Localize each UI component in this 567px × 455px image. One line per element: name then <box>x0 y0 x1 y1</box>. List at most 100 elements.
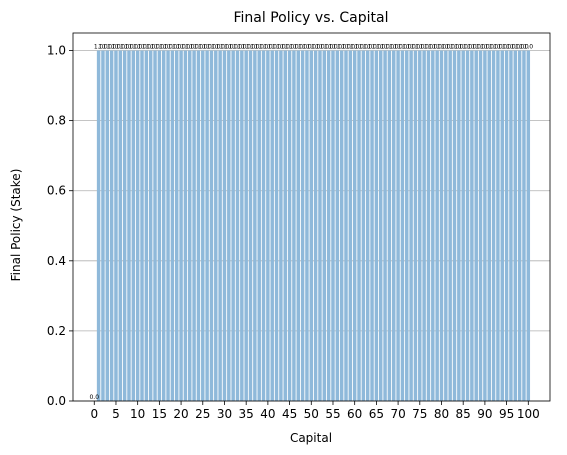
data-label-87: 1.0 <box>467 44 477 51</box>
bar-5 <box>114 50 118 402</box>
bar-22 <box>188 50 192 402</box>
bar-59 <box>348 50 353 402</box>
chart-title: Final Policy vs. Capital <box>233 10 388 26</box>
data-label-36: 1.0 <box>246 44 256 51</box>
data-label-32: 1.0 <box>228 44 238 51</box>
data-label-93: 1.0 <box>493 44 503 51</box>
bar-96 <box>509 50 513 402</box>
bar-11 <box>140 50 144 402</box>
data-label-69: 1.0 <box>389 44 399 51</box>
bar-91 <box>487 50 491 402</box>
bar-99 <box>522 50 526 402</box>
bar-58 <box>344 50 348 402</box>
data-label-53: 1.0 <box>320 44 330 51</box>
bar-77 <box>426 50 431 402</box>
x-tick-label-5: 25 <box>195 407 210 421</box>
data-label-66: 1.0 <box>376 44 386 51</box>
data-label-51: 1.0 <box>311 44 321 51</box>
data-label-47: 1.0 <box>293 44 303 51</box>
data-label-77: 1.0 <box>424 44 434 51</box>
x-tick-label-9: 45 <box>282 407 297 421</box>
data-label-84: 1.0 <box>454 44 464 51</box>
bar-51 <box>313 50 318 402</box>
data-label-86: 1.0 <box>463 44 473 51</box>
bar-70 <box>396 50 400 402</box>
data-label-46: 1.0 <box>289 44 299 51</box>
bar-41 <box>270 50 274 402</box>
bar-32 <box>231 50 235 402</box>
data-label-48: 1.0 <box>298 44 308 51</box>
bar-81 <box>444 50 448 402</box>
bar-79 <box>435 50 439 402</box>
bar-95 <box>504 50 509 402</box>
bar-80 <box>439 50 444 402</box>
data-label-11: 1.0 <box>137 44 147 51</box>
x-axis-ticks: 0 5 10 15 20 25 30 35 40 45 50 55 60 65 70 75 80 85 90 95 10… <box>90 401 540 421</box>
bar-42 <box>274 50 279 402</box>
y-tick-label-1: 0.2 <box>47 324 66 338</box>
data-label-38: 1.0 <box>254 44 264 51</box>
data-label-33: 1.0 <box>233 44 243 51</box>
bar-64 <box>370 50 374 402</box>
bar-9 <box>131 50 136 402</box>
data-label-18: 1.0 <box>168 44 178 51</box>
data-label-30: 1.0 <box>220 44 230 51</box>
data-label-13: 1.0 <box>146 44 156 51</box>
data-label-34: 1.0 <box>237 44 247 51</box>
bar-57 <box>339 50 344 402</box>
bar-28 <box>214 50 218 402</box>
x-tick-label-17: 85 <box>456 407 471 421</box>
data-label-75: 1.0 <box>415 44 425 51</box>
data-label-60: 1.0 <box>350 44 360 51</box>
bar-44 <box>283 50 287 402</box>
x-tick-label-20: 100 <box>517 407 540 421</box>
x-tick-label-4: 20 <box>173 407 188 421</box>
bar-23 <box>192 50 196 402</box>
bar-72 <box>405 50 409 402</box>
data-label-89: 1.0 <box>476 44 486 51</box>
bar-68 <box>387 50 392 402</box>
bar-8 <box>127 50 131 402</box>
data-label-100: 1.0 <box>524 44 534 51</box>
data-label-3: 1.0 <box>103 44 113 51</box>
data-label-41: 1.0 <box>267 44 277 51</box>
bar-69 <box>392 50 396 402</box>
bar-78 <box>431 50 435 402</box>
x-tick-label-18: 90 <box>477 407 492 421</box>
data-label-62: 1.0 <box>359 44 369 51</box>
bar-26 <box>205 50 209 402</box>
bar-34 <box>240 50 244 402</box>
bar-88 <box>474 50 478 402</box>
data-label-2: 1.0 <box>98 44 108 51</box>
y-axis-label: Final Policy (Stake) <box>9 169 23 282</box>
data-label-39: 1.0 <box>259 44 269 51</box>
data-label-43: 1.0 <box>276 44 286 51</box>
bar-67 <box>383 50 387 402</box>
data-label-42: 1.0 <box>272 44 282 51</box>
data-label-1: 1.0 <box>94 44 104 51</box>
data-label-98: 1.0 <box>515 44 525 51</box>
bar-10 <box>135 50 140 402</box>
data-label-35: 1.0 <box>241 44 251 51</box>
data-label-91: 1.0 <box>484 44 494 51</box>
bar-38 <box>257 50 261 402</box>
bar-29 <box>218 50 222 402</box>
data-label-45: 1.0 <box>285 44 295 51</box>
data-label-78: 1.0 <box>428 44 438 51</box>
bar-89 <box>478 50 483 402</box>
data-label-74: 1.0 <box>411 44 421 51</box>
data-label-31: 1.0 <box>224 44 234 51</box>
data-label-83: 1.0 <box>450 44 460 51</box>
data-label-29: 1.0 <box>215 44 225 51</box>
data-label-64: 1.0 <box>367 44 377 51</box>
bar-16 <box>161 50 166 402</box>
bar-50 <box>309 50 314 402</box>
x-tick-label-7: 35 <box>239 407 254 421</box>
data-label-90: 1.0 <box>480 44 490 51</box>
bar-75 <box>418 50 422 402</box>
data-label-59: 1.0 <box>346 44 356 51</box>
bar-31 <box>227 50 231 402</box>
bar-74 <box>413 50 418 402</box>
bar-39 <box>261 50 266 402</box>
